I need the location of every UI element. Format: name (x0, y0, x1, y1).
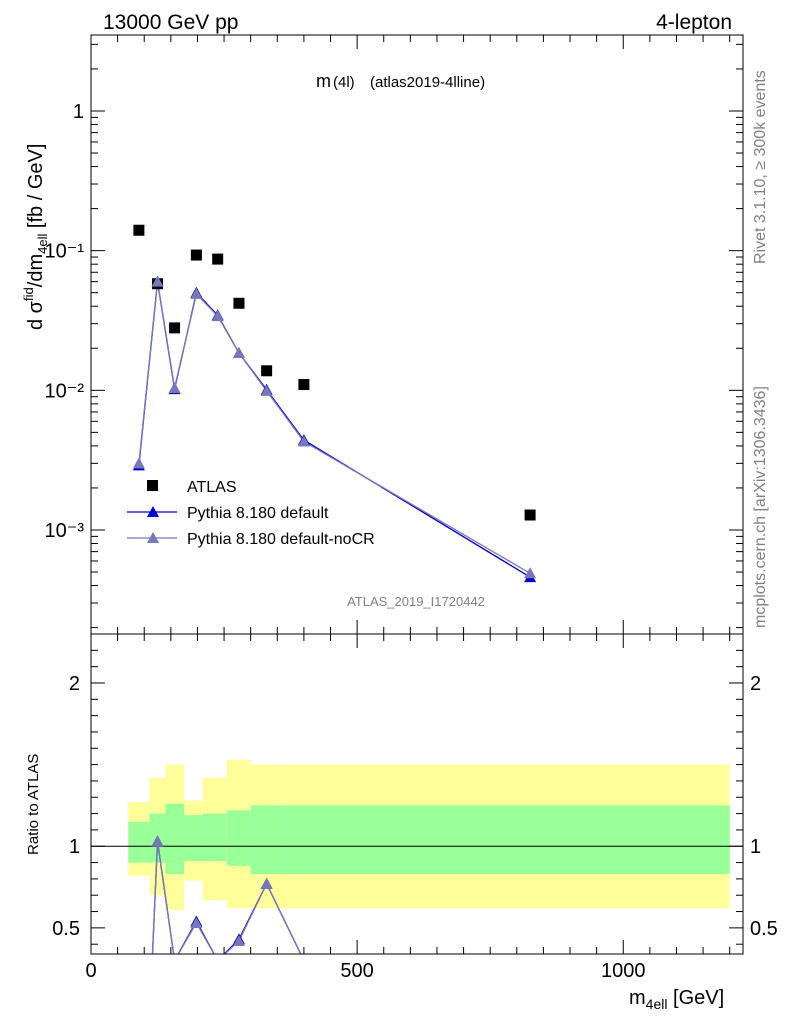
main-point-atlas (169, 322, 181, 334)
main-point-atlas (212, 253, 224, 265)
x-label-sub: 4ell (646, 996, 668, 1012)
main-point-series-2 (297, 435, 310, 447)
ratio-series-lines (151, 841, 302, 954)
ratio-inner-band (226, 810, 251, 866)
header-right: 4-lepton (656, 11, 732, 34)
main-y-axis: 1 10⁻¹ 10⁻² 10⁻³ (45, 43, 743, 629)
main-x-axis (90, 35, 731, 634)
legend-nocr-marker (147, 532, 159, 543)
ratio-point-series-1 (232, 934, 245, 946)
ratio-inner-band (282, 805, 730, 874)
ratio-y-tick-label: 2 (69, 673, 80, 695)
main-point-series-2 (260, 384, 273, 396)
x-label-main: m4ell [GeV] (629, 987, 724, 1012)
legend-nocr-label: Pythia 8.180 default-noCR (187, 531, 375, 548)
main-y-tick-label: 10⁻³ (45, 520, 85, 542)
main-point-atlas (133, 224, 145, 236)
ratio-inner-band (202, 813, 227, 861)
ratio-point-series-1 (190, 916, 203, 928)
ratio-x-tick-label: 1000 (601, 960, 646, 982)
ratio-frame (90, 633, 744, 955)
plot-title-main: m (316, 71, 331, 91)
main-series-line-2 (138, 281, 531, 574)
ylabel-part-3: /dm (25, 254, 47, 287)
ratio-y-axis: 0.5 0.5 1 1 2 2 (52, 649, 778, 945)
main-y-tick-label: 1 (73, 101, 84, 123)
legend-default-label: Pythia 8.180 default (187, 505, 329, 522)
ratio-point-series-1 (260, 877, 273, 889)
ratio-x-axis: 0 500 1000 (85, 634, 731, 982)
plot-title-rest: (atlas2019-4lline) (370, 74, 485, 91)
ratio-x-tick-label: 500 (340, 960, 373, 982)
ratio-inner-band (165, 803, 185, 874)
ratio-y-tick-label-right: 1 (750, 836, 761, 858)
ratio-y-tick-label: 0.5 (52, 918, 80, 940)
rivet-label: Rivet 3.1.10, ≥ 300k events (752, 70, 769, 264)
ratio-y-tick-label-right: 2 (750, 673, 761, 695)
main-y-tick-label: 10⁻¹ (45, 241, 85, 263)
mcplots-label: mcplots.cern.ch [arXiv:1306.3436] (752, 386, 769, 628)
ratio-series-points (151, 835, 273, 946)
main-point-atlas (261, 365, 273, 377)
plot-title-sub: (4l) (333, 74, 355, 91)
main-point-atlas (233, 297, 245, 309)
main-series-points (132, 224, 537, 583)
ratio-series-line-1 (151, 841, 302, 954)
main-point-series-2 (132, 457, 145, 469)
main-point-series-2 (168, 381, 181, 393)
x-label-unit: [GeV] (667, 987, 724, 1009)
main-point-atlas (190, 249, 202, 261)
ratio-panel: 0.5 0.5 1 1 2 2 0 500 1000 Ratio to ATLAS m4ell… (25, 633, 778, 1012)
ylabel-part-5: [fb / GeV] (25, 144, 47, 234)
legend-atlas-marker (147, 480, 158, 491)
ylabel-part-1: d σ (25, 300, 47, 330)
main-point-series-2 (232, 347, 245, 359)
ratio-y-tick-label: 1 (69, 836, 80, 858)
legend-atlas-label: ATLAS (187, 479, 237, 496)
main-point-series-2 (190, 287, 203, 299)
ratio-y-label: Ratio to ATLAS (25, 754, 42, 855)
ratio-y-tick-label-right: 0.5 (750, 918, 778, 940)
ratio-point-series-1 (151, 835, 164, 847)
main-point-series-2 (151, 275, 164, 287)
ratio-inner-band (184, 815, 203, 861)
main-panel: 110⁻¹10⁻²10⁻³ m (4l) (atlas2019-4lline) … (21, 34, 744, 635)
main-y-tick-label: 10⁻² (45, 380, 85, 402)
main-point-series-2 (211, 310, 224, 322)
ylabel-part-2: fid (21, 287, 36, 301)
header-left: 13000 GeV pp (103, 11, 238, 34)
x-label-m: m (629, 987, 646, 1009)
ratio-uncertainty-bands (128, 759, 730, 910)
ylabel-part-4: 4ell (35, 234, 50, 254)
main-point-atlas (298, 379, 310, 391)
ratio-inner-band (128, 821, 150, 863)
main-point-atlas (524, 509, 536, 521)
ratio-x-tick-label: 0 (85, 960, 96, 982)
main-point-series-2 (524, 567, 537, 579)
watermark: ATLAS_2019_I1720442 (347, 594, 485, 609)
legend-default-marker (147, 506, 159, 517)
main-y-label: d σfid/dm4ell [fb / GeV] (21, 144, 50, 330)
ratio-inner-band (250, 805, 283, 874)
legend: ATLAS Pythia 8.180 default Pythia 8.180 … (127, 479, 375, 548)
